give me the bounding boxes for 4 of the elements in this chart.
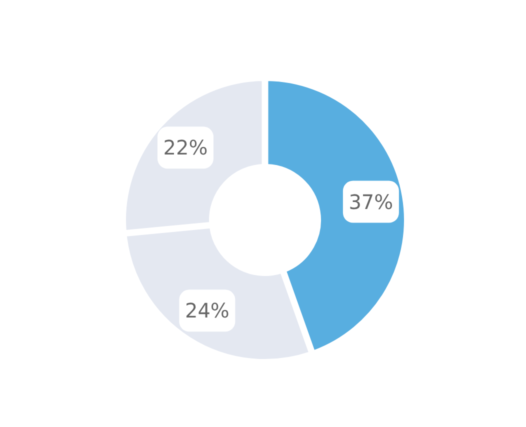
data-label: 22% — [163, 136, 208, 160]
data-label: 24% — [184, 298, 230, 323]
data-label: 37% — [348, 190, 394, 214]
donut-slice — [266, 79, 406, 352]
